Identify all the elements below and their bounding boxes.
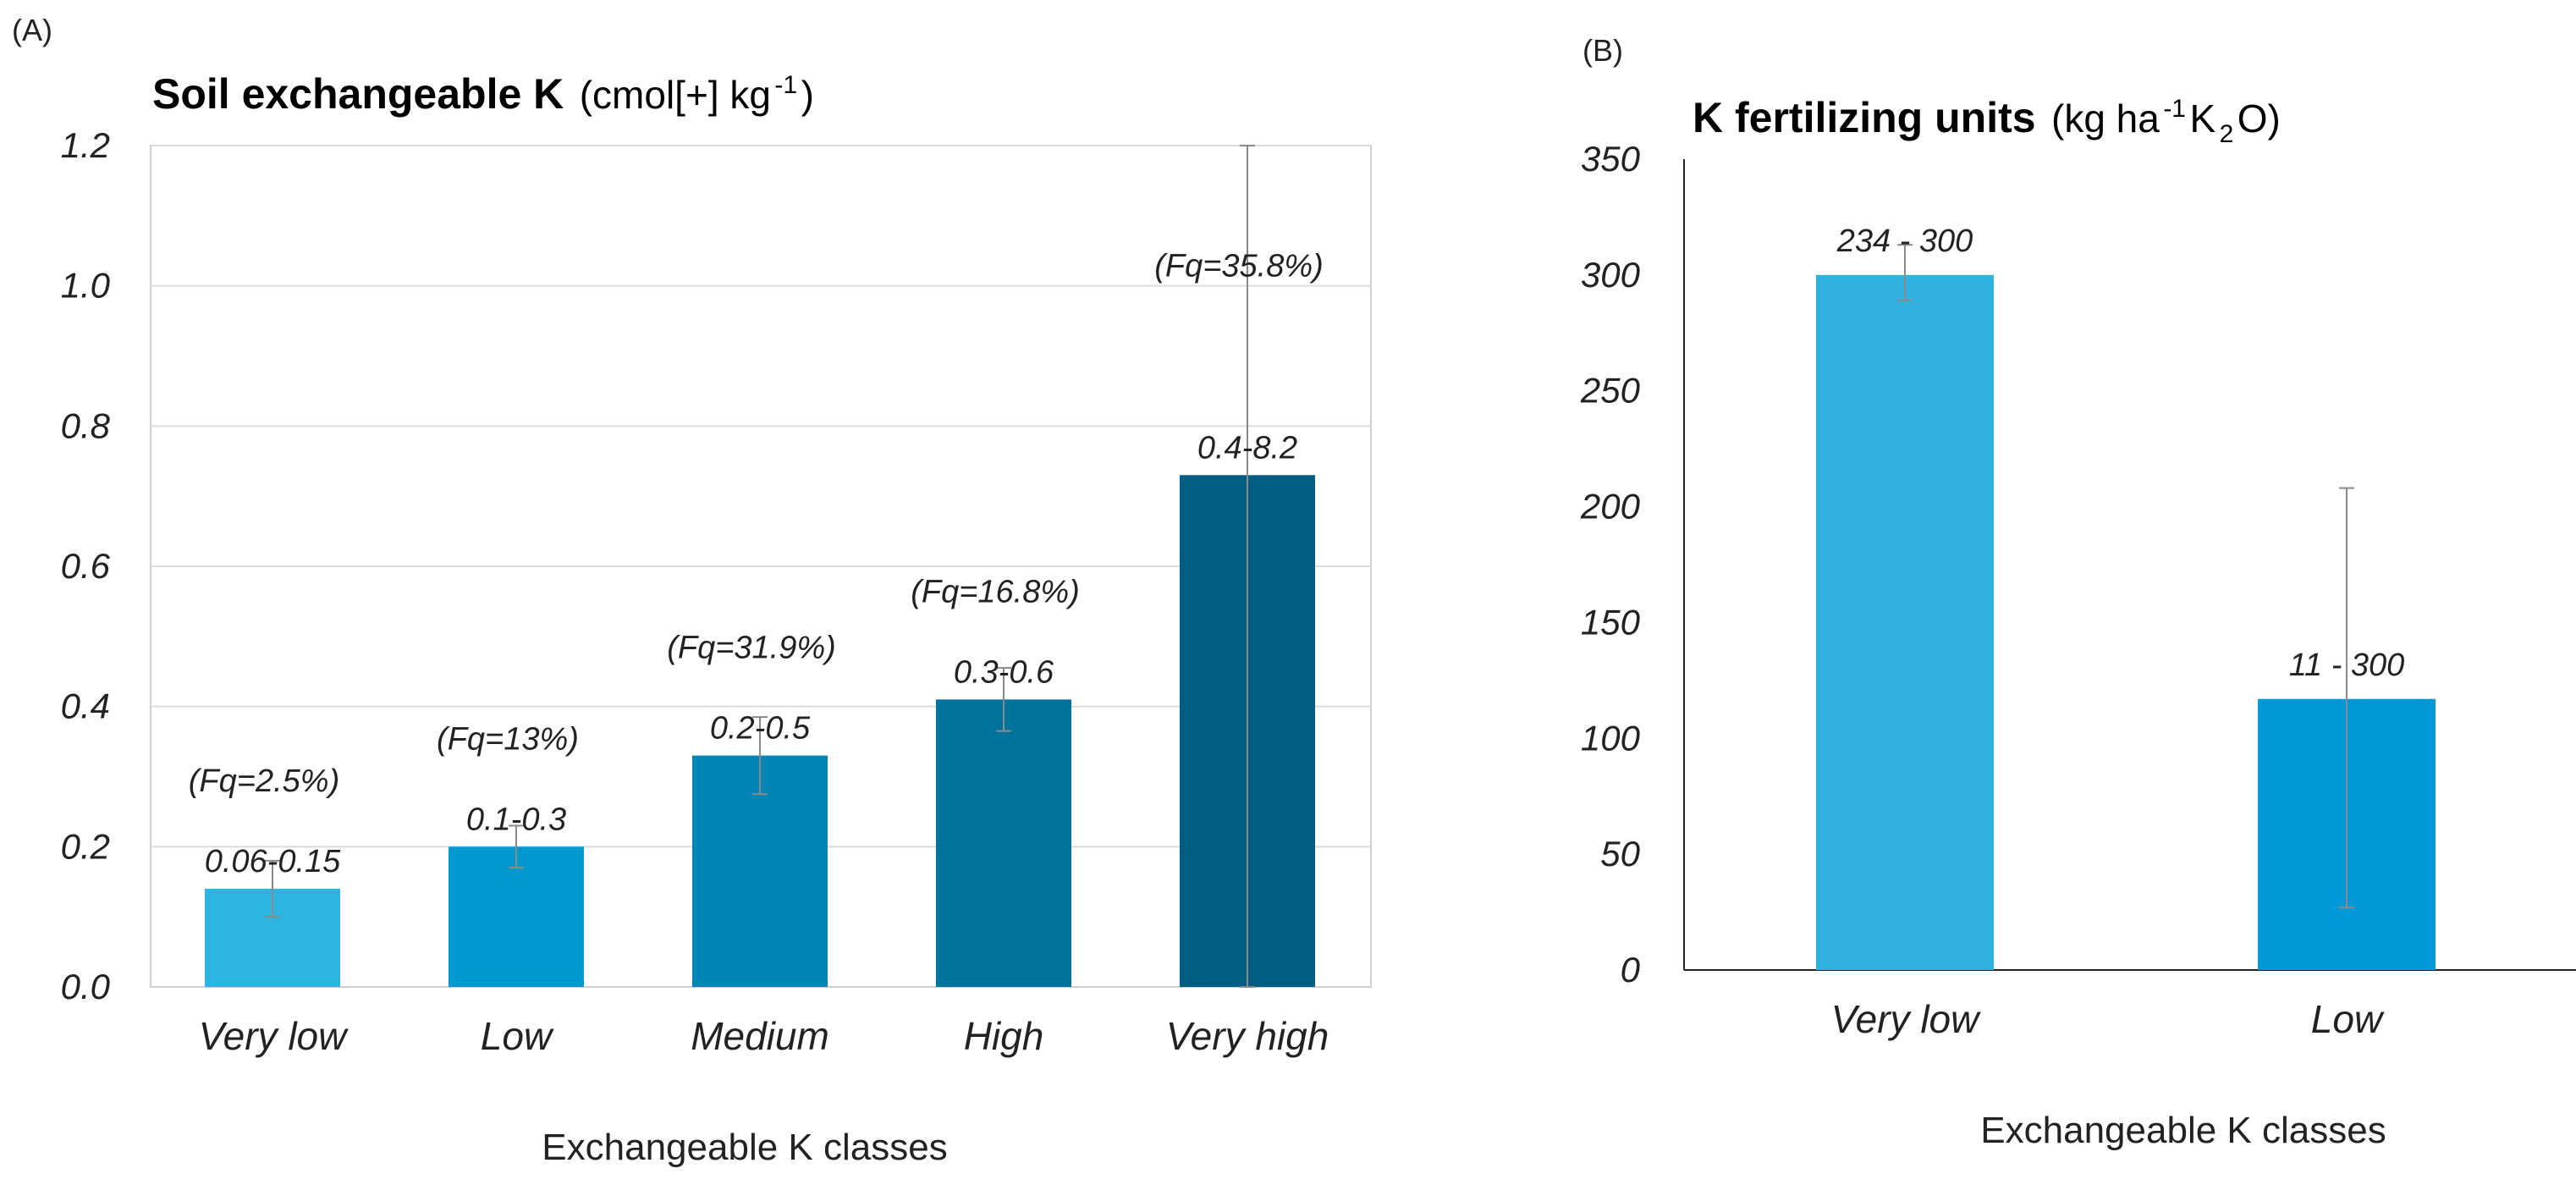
panel-a-category-label: High — [964, 1014, 1044, 1058]
panel-a-title-sup: -1 — [774, 71, 797, 99]
panel-b-title-unit: (kg ha — [2051, 96, 2160, 141]
panel-b-title-main: K fertilizing units — [1693, 94, 2036, 141]
panel-a-bar — [936, 699, 1071, 987]
panel-a-y-tick-label: 0.4 — [61, 686, 110, 726]
panel-a-frequency-label: (Fq=35.8%) — [1154, 248, 1324, 284]
panel-b-y-tick-label: 150 — [1581, 602, 1641, 642]
panel-b-category-label: Very low — [1831, 997, 1981, 1041]
panel-a-category-label: Very low — [199, 1014, 349, 1058]
panel-b-range-label: 234 - 300 — [1836, 223, 1973, 259]
panel-b-title: K fertilizing units (kg ha -1 K 2 O) — [1693, 94, 2281, 148]
panel-b-y-tick-label: 300 — [1581, 255, 1641, 295]
panel-a-y-tick-label: 1.2 — [61, 125, 110, 165]
panel-b: (B) K fertilizing units (kg ha -1 K 2 O)… — [1580, 33, 2576, 1151]
panel-a: (A) Soil exchangeable K (cmol[+] kg -1 )… — [12, 13, 1372, 1168]
panel-a-x-axis-label: Exchangeable K classes — [542, 1127, 947, 1168]
panel-a-category-label: Medium — [691, 1014, 829, 1058]
panel-a-title-end: ) — [801, 73, 814, 117]
panel-b-y-tick-label: 50 — [1600, 834, 1640, 874]
panel-b-title-end: O) — [2237, 96, 2281, 141]
panel-a-y-tick-label: 0.0 — [61, 967, 111, 1006]
panel-b-y-tick-label: 200 — [1580, 487, 1641, 526]
panel-a-bar — [449, 846, 584, 987]
panel-a-frequency-label: (Fq=16.8%) — [911, 574, 1080, 609]
panel-b-title-sub: 2 — [2220, 120, 2234, 148]
panel-a-frequency-label: (Fq=31.9%) — [667, 631, 836, 666]
panel-a-range-label: 0.2-0.5 — [710, 711, 811, 747]
panel-a-y-tick-label: 0.2 — [61, 826, 110, 866]
panel-a-title-main: Soil exchangeable K — [152, 70, 564, 118]
panel-a-y-tick-label: 1.0 — [61, 266, 111, 306]
panel-b-y-tick-label: 350 — [1581, 139, 1641, 179]
panel-a-range-label: 0.06-0.15 — [205, 844, 341, 879]
panel-b-category-label: Low — [2311, 997, 2385, 1041]
panel-b-title-mid: K — [2189, 96, 2215, 141]
panel-a-y-tick-label: 0.6 — [61, 546, 111, 586]
panel-a-category-label: Low — [481, 1014, 554, 1058]
panel-a-frequency-label: (Fq=2.5%) — [189, 763, 339, 799]
panel-a-range-label: 0.4-8.2 — [1197, 430, 1297, 466]
panel-a-range-label: 0.1-0.3 — [466, 802, 566, 837]
panel-a-title: Soil exchangeable K (cmol[+] kg -1 ) — [152, 70, 814, 118]
panel-a-y-tick-label: 0.8 — [61, 405, 111, 445]
panel-b-range-label: 11 - 300 — [2289, 648, 2405, 683]
panel-a-category-label: Very high — [1166, 1014, 1329, 1058]
panel-a-frequency-label: (Fq=13%) — [437, 721, 579, 757]
panel-b-title-sup: -1 — [2163, 95, 2186, 123]
panel-a-range-label: 0.3-0.6 — [954, 654, 1054, 690]
panel-b-letter: (B) — [1582, 33, 1623, 68]
panel-b-bar — [1816, 274, 1994, 970]
panel-b-y-tick-label: 0 — [1621, 950, 1641, 989]
panel-a-title-unit: (cmol[+] kg — [580, 73, 771, 117]
panel-a-letter: (A) — [12, 13, 52, 47]
panel-b-y-tick-label: 250 — [1580, 371, 1641, 411]
panel-b-x-axis-label: Exchangeable K classes — [1980, 1110, 2386, 1151]
panel-b-y-tick-label: 100 — [1581, 718, 1641, 758]
